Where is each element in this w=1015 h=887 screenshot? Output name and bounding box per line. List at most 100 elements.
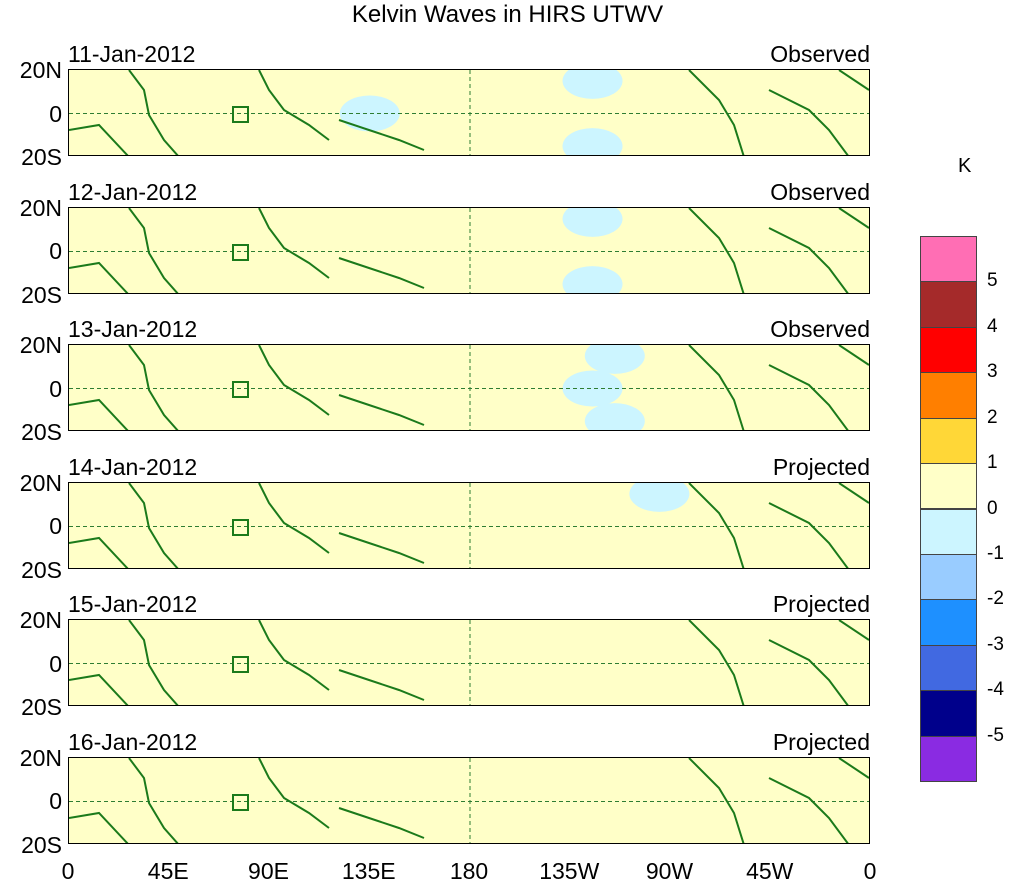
panel-date: 15-Jan-2012 xyxy=(68,591,198,617)
colorbar-tick-label: -4 xyxy=(987,679,1004,701)
map-panel xyxy=(68,206,870,294)
colorbar xyxy=(920,236,977,782)
anomaly-contour xyxy=(172,207,233,237)
coastline xyxy=(69,70,869,155)
colorbar-tick-label: -1 xyxy=(987,542,1004,564)
anomaly-contour xyxy=(562,207,623,237)
lon-tick-label: 0 xyxy=(61,858,75,884)
region-box xyxy=(232,793,249,811)
lon-tick-label: 135W xyxy=(539,858,600,884)
lat-tick-label: 20S xyxy=(21,144,62,170)
anomaly-contour xyxy=(573,678,634,705)
anomaly-contour xyxy=(250,482,311,512)
colorbar-swatch xyxy=(920,735,977,782)
colorbar-swatch xyxy=(920,599,977,646)
lat-tick-label: 20S xyxy=(21,281,62,308)
colorbar-swatch xyxy=(920,372,977,419)
lat-tick-label: 20N xyxy=(19,744,62,771)
map-background xyxy=(69,345,869,430)
lon-tick-label: 135E xyxy=(341,858,396,884)
coastline xyxy=(69,482,869,568)
anomaly-contour xyxy=(306,757,367,787)
colorbar-swatch xyxy=(920,508,977,555)
figure-title: Kelvin Waves in HIRS UTWV xyxy=(351,1,664,28)
anomaly-contour xyxy=(484,207,545,237)
lat-tick-label: 20N xyxy=(19,194,62,221)
anomaly-contour xyxy=(529,482,590,512)
lat-tick-label: 20N xyxy=(19,607,62,633)
colorbar-swatch xyxy=(920,281,977,328)
lat-tick-label: 20N xyxy=(19,469,62,496)
anomaly-contour xyxy=(584,345,645,374)
anomaly-map xyxy=(69,482,869,568)
coastline xyxy=(69,207,869,293)
lon-tick-label: 45E xyxy=(147,858,189,884)
map-panel xyxy=(68,619,870,706)
panel-date: 11-Jan-2012 xyxy=(68,41,196,67)
lat-tick-label: 0 xyxy=(49,650,62,677)
region-box xyxy=(232,518,249,536)
map-background xyxy=(69,70,869,155)
lat-tick-label: 0 xyxy=(49,238,62,264)
lat-tick-label: 0 xyxy=(49,513,62,539)
coastline xyxy=(69,757,869,843)
colorbar-swatch xyxy=(920,644,977,692)
colorbar-swatch xyxy=(920,326,977,374)
anomaly-contour xyxy=(707,815,768,843)
colorbar-tick-label: 0 xyxy=(987,497,998,519)
lat-tick-label: 0 xyxy=(49,100,62,127)
map-panel xyxy=(68,756,870,844)
panel-type-label: Observed xyxy=(770,178,870,205)
anomaly-map xyxy=(69,757,869,843)
panel-type-label: Observed xyxy=(770,316,870,342)
anomaly-contour xyxy=(506,128,567,155)
region-box xyxy=(232,106,249,123)
anomaly-contour xyxy=(139,128,200,155)
colorbar-tick-label: -5 xyxy=(987,724,1004,746)
anomaly-contour xyxy=(339,95,400,132)
anomaly-contour xyxy=(562,265,623,293)
anomaly-map xyxy=(69,620,869,705)
anomaly-contour xyxy=(484,265,545,293)
anomaly-contour xyxy=(529,540,590,568)
colorbar-swatch xyxy=(920,690,977,737)
coastline xyxy=(69,620,869,705)
lat-tick-label: 0 xyxy=(49,375,62,402)
anomaly-contour xyxy=(506,345,567,374)
lon-tick-label: 45W xyxy=(746,858,794,884)
panel-type-label: Projected xyxy=(772,453,870,480)
colorbar-tick-label: 4 xyxy=(987,315,998,337)
panel-date: 14-Jan-2012 xyxy=(68,453,198,480)
anomaly-map xyxy=(69,70,869,155)
anomaly-contour xyxy=(506,70,567,99)
anomaly-contour xyxy=(562,70,623,99)
anomaly-contour xyxy=(562,370,623,407)
map-panel xyxy=(68,69,870,156)
panel-type-label: Projected xyxy=(772,591,870,617)
lon-tick-label: 180 xyxy=(449,858,489,884)
anomaly-contour xyxy=(172,265,233,293)
anomaly-map xyxy=(69,207,869,293)
region-box xyxy=(232,381,249,398)
panel-date: 16-Jan-2012 xyxy=(68,728,198,755)
colorbar-tick-label: 2 xyxy=(987,406,998,428)
anomaly-contour xyxy=(506,403,567,430)
lat-tick-label: 20N xyxy=(19,57,62,83)
lat-tick-label: 20S xyxy=(21,831,62,858)
colorbar-tick-label: 5 xyxy=(987,270,998,292)
anomaly-contour xyxy=(707,482,768,512)
panel-type-label: Observed xyxy=(770,41,870,67)
panel-date: 12-Jan-2012 xyxy=(68,178,198,205)
lat-tick-label: 20N xyxy=(19,332,62,358)
anomaly-contour xyxy=(707,620,768,649)
coastline xyxy=(69,345,869,430)
region-box xyxy=(232,656,249,673)
anomaly-map xyxy=(69,345,869,430)
colorbar-swatch xyxy=(920,463,977,510)
anomaly-contour xyxy=(629,482,690,512)
colorbar-swatch xyxy=(920,417,977,465)
anomaly-contour xyxy=(707,678,768,705)
anomaly-contour xyxy=(562,128,623,155)
colorbar-swatch xyxy=(920,553,977,601)
colorbar-swatch xyxy=(920,236,977,283)
